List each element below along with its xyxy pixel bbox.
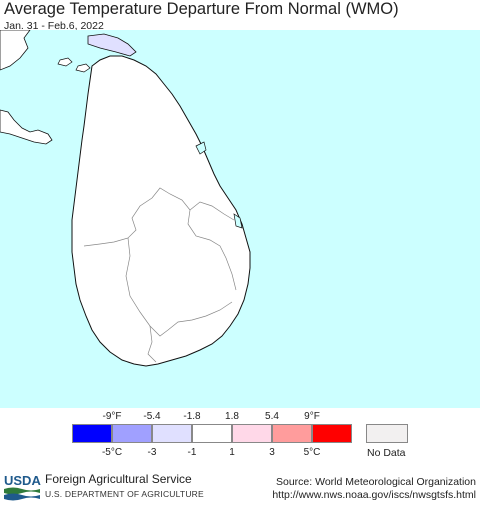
- c-label-3: -1: [187, 447, 197, 458]
- jaffna-peninsula: [87, 33, 137, 57]
- legend-swatch-4: [192, 424, 232, 443]
- legend-swatch-6: [272, 424, 312, 443]
- c-label-1: -5°C: [101, 447, 123, 458]
- f-label-5: 5.4: [265, 411, 279, 422]
- island-2: [75, 63, 91, 73]
- f-label-6: 9°F: [304, 411, 320, 422]
- legend: -9°F -5.4 -1.8 1.8 5.4 9°F -5°C -3 -1 1 …: [0, 408, 480, 464]
- f-label-2: -5.4: [143, 411, 161, 422]
- source-text: Source: World Meteorological Organizatio…: [276, 476, 476, 488]
- c-label-5: 3: [269, 447, 275, 458]
- c-label-2: -3: [147, 447, 157, 458]
- india-mainland: [0, 30, 31, 71]
- legend-swatch-2: [112, 424, 152, 443]
- no-data-label: No Data: [367, 447, 406, 459]
- legend-swatch-7: [312, 424, 352, 443]
- province-boundary-2: [125, 237, 233, 337]
- agency-dept: U.S. DEPARTMENT OF AGRICULTURE: [45, 489, 204, 499]
- source-url[interactable]: http://www.nws.noaa.gov/iscs/nwsgtsfs.ht…: [272, 489, 476, 501]
- c-label-4: 1: [229, 447, 235, 458]
- c-label-6: 5°C: [303, 447, 321, 458]
- trincomalee-bay: [195, 141, 207, 155]
- province-boundary-3: [147, 325, 157, 363]
- india-coast-west: [0, 109, 53, 145]
- footer: USDA Foreign Agricultural Service U.S. D…: [0, 468, 480, 505]
- no-data-swatch: [366, 424, 408, 443]
- f-label-1: -9°F: [102, 411, 122, 422]
- f-label-3: -1.8: [183, 411, 201, 422]
- date-range: Jan. 31 - Feb.6, 2022: [4, 20, 104, 32]
- legend-swatch-5: [232, 424, 272, 443]
- legend-swatch-1: [72, 424, 112, 443]
- province-boundary-4: [189, 201, 235, 221]
- island-1: [57, 57, 73, 67]
- f-label-4: 1.8: [225, 411, 239, 422]
- usda-logo: USDA: [4, 473, 41, 501]
- batticaloa-lagoon: [233, 213, 243, 229]
- usda-logo-text: USDA: [4, 473, 41, 488]
- legend-swatch-3: [152, 424, 192, 443]
- map-title: Average Temperature Departure From Norma…: [4, 0, 399, 18]
- sri-lanka-island: [71, 55, 251, 367]
- agency-name: Foreign Agricultural Service: [45, 472, 192, 486]
- temperature-map: [0, 30, 480, 408]
